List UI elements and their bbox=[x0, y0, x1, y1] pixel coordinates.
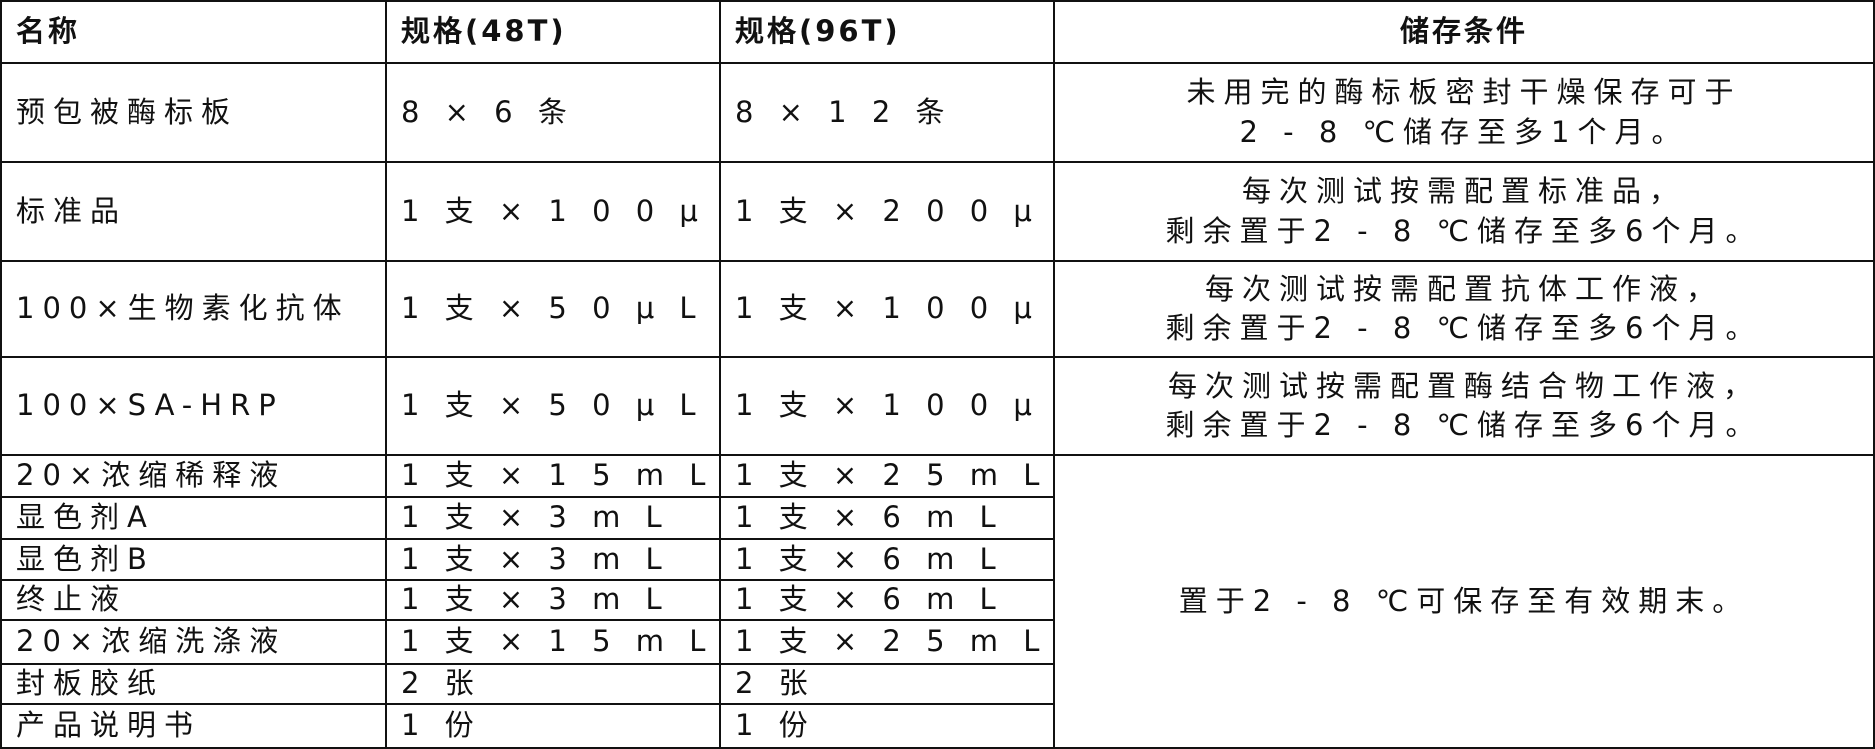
spec-48t: 1 份 bbox=[385, 703, 721, 749]
header-name: 名称 bbox=[0, 0, 387, 64]
component-name: 显色剂B bbox=[0, 538, 387, 581]
spec-96t: 1 支 × 6 m L bbox=[719, 496, 1055, 540]
spec-96t: 8 × 1 2 条 bbox=[719, 62, 1055, 163]
component-name: 预包被酶标板 bbox=[0, 62, 387, 163]
spec-96t: 1 支 × 6 m L bbox=[719, 579, 1055, 621]
component-name: 100×SA-HRP bbox=[0, 356, 387, 456]
spec-96t: 1 支 × 6 m L bbox=[719, 538, 1055, 581]
spec-48t: 1 支 × 1 5 m L bbox=[385, 454, 721, 498]
storage-line: 每次测试按需配置抗体工作液， bbox=[1204, 271, 1723, 306]
component-name: 100×生物素化抗体 bbox=[0, 260, 387, 358]
component-name: 终止液 bbox=[0, 579, 387, 621]
storage-line: 2 - 8 ℃储存至多1个月。 bbox=[1239, 114, 1689, 149]
spec-96t: 1 支 × 1 0 0 μ L bbox=[719, 356, 1055, 456]
storage-line: 剩余置于2 - 8 ℃储存至多6个月。 bbox=[1165, 311, 1763, 345]
spec-48t: 1 支 × 1 5 m L bbox=[385, 619, 721, 665]
spec-48t: 1 支 × 3 m L bbox=[385, 496, 721, 540]
spec-96t: 1 支 × 2 5 m L bbox=[719, 619, 1055, 665]
storage-condition: 未用完的酶标板密封干燥保存可于 2 - 8 ℃储存至多1个月。 bbox=[1053, 62, 1875, 163]
spec-48t: 1 支 × 5 0 μ L bbox=[385, 260, 721, 358]
header-spec-48t: 规格(48T) bbox=[385, 0, 721, 64]
spec-96t: 1 份 bbox=[719, 703, 1055, 749]
spec-96t: 1 支 × 2 0 0 μ L bbox=[719, 161, 1055, 262]
spec-96t: 1 支 × 1 0 0 μ L bbox=[719, 260, 1055, 358]
spec-48t: 1 支 × 1 0 0 μ L bbox=[385, 161, 721, 262]
header-row: 名称 规格(48T) 规格(96T) 储存条件 bbox=[0, 0, 1875, 64]
spec-96t: 2 张 bbox=[719, 663, 1055, 705]
storage-line: 剩余置于2 - 8 ℃储存至多6个月。 bbox=[1165, 408, 1763, 442]
storage-line: 未用完的酶标板密封干燥保存可于 bbox=[1186, 75, 1742, 110]
spec-48t: 8 × 6 条 bbox=[385, 62, 721, 163]
component-name: 20×浓缩洗涤液 bbox=[0, 619, 387, 665]
header-storage: 储存条件 bbox=[1053, 0, 1875, 64]
spec-48t: 2 张 bbox=[385, 663, 721, 705]
component-name: 产品说明书 bbox=[0, 703, 387, 749]
storage-line: 剩余置于2 - 8 ℃储存至多6个月。 bbox=[1165, 213, 1763, 248]
component-name: 封板胶纸 bbox=[0, 663, 387, 705]
spec-48t: 1 支 × 3 m L bbox=[385, 538, 721, 581]
storage-line: 每次测试按需配置酶结合物工作液， bbox=[1167, 368, 1760, 403]
spec-48t: 1 支 × 5 0 μ L bbox=[385, 356, 721, 456]
storage-condition-merged: 置于2 - 8 ℃可保存至有效期末。 bbox=[1053, 454, 1875, 749]
storage-condition: 每次测试按需配置抗体工作液， 剩余置于2 - 8 ℃储存至多6个月。 bbox=[1053, 260, 1875, 358]
storage-condition: 每次测试按需配置标准品， 剩余置于2 - 8 ℃储存至多6个月。 bbox=[1053, 161, 1875, 262]
spec-96t: 1 支 × 2 5 m L bbox=[719, 454, 1055, 498]
header-spec-96t: 规格(96T) bbox=[719, 0, 1055, 64]
component-name: 显色剂A bbox=[0, 496, 387, 540]
component-name: 20×浓缩稀释液 bbox=[0, 454, 387, 498]
spec-48t: 1 支 × 3 m L bbox=[385, 579, 721, 621]
storage-line: 每次测试按需配置标准品， bbox=[1241, 174, 1686, 209]
component-name: 标准品 bbox=[0, 161, 387, 262]
storage-condition: 每次测试按需配置酶结合物工作液， 剩余置于2 - 8 ℃储存至多6个月。 bbox=[1053, 356, 1875, 456]
